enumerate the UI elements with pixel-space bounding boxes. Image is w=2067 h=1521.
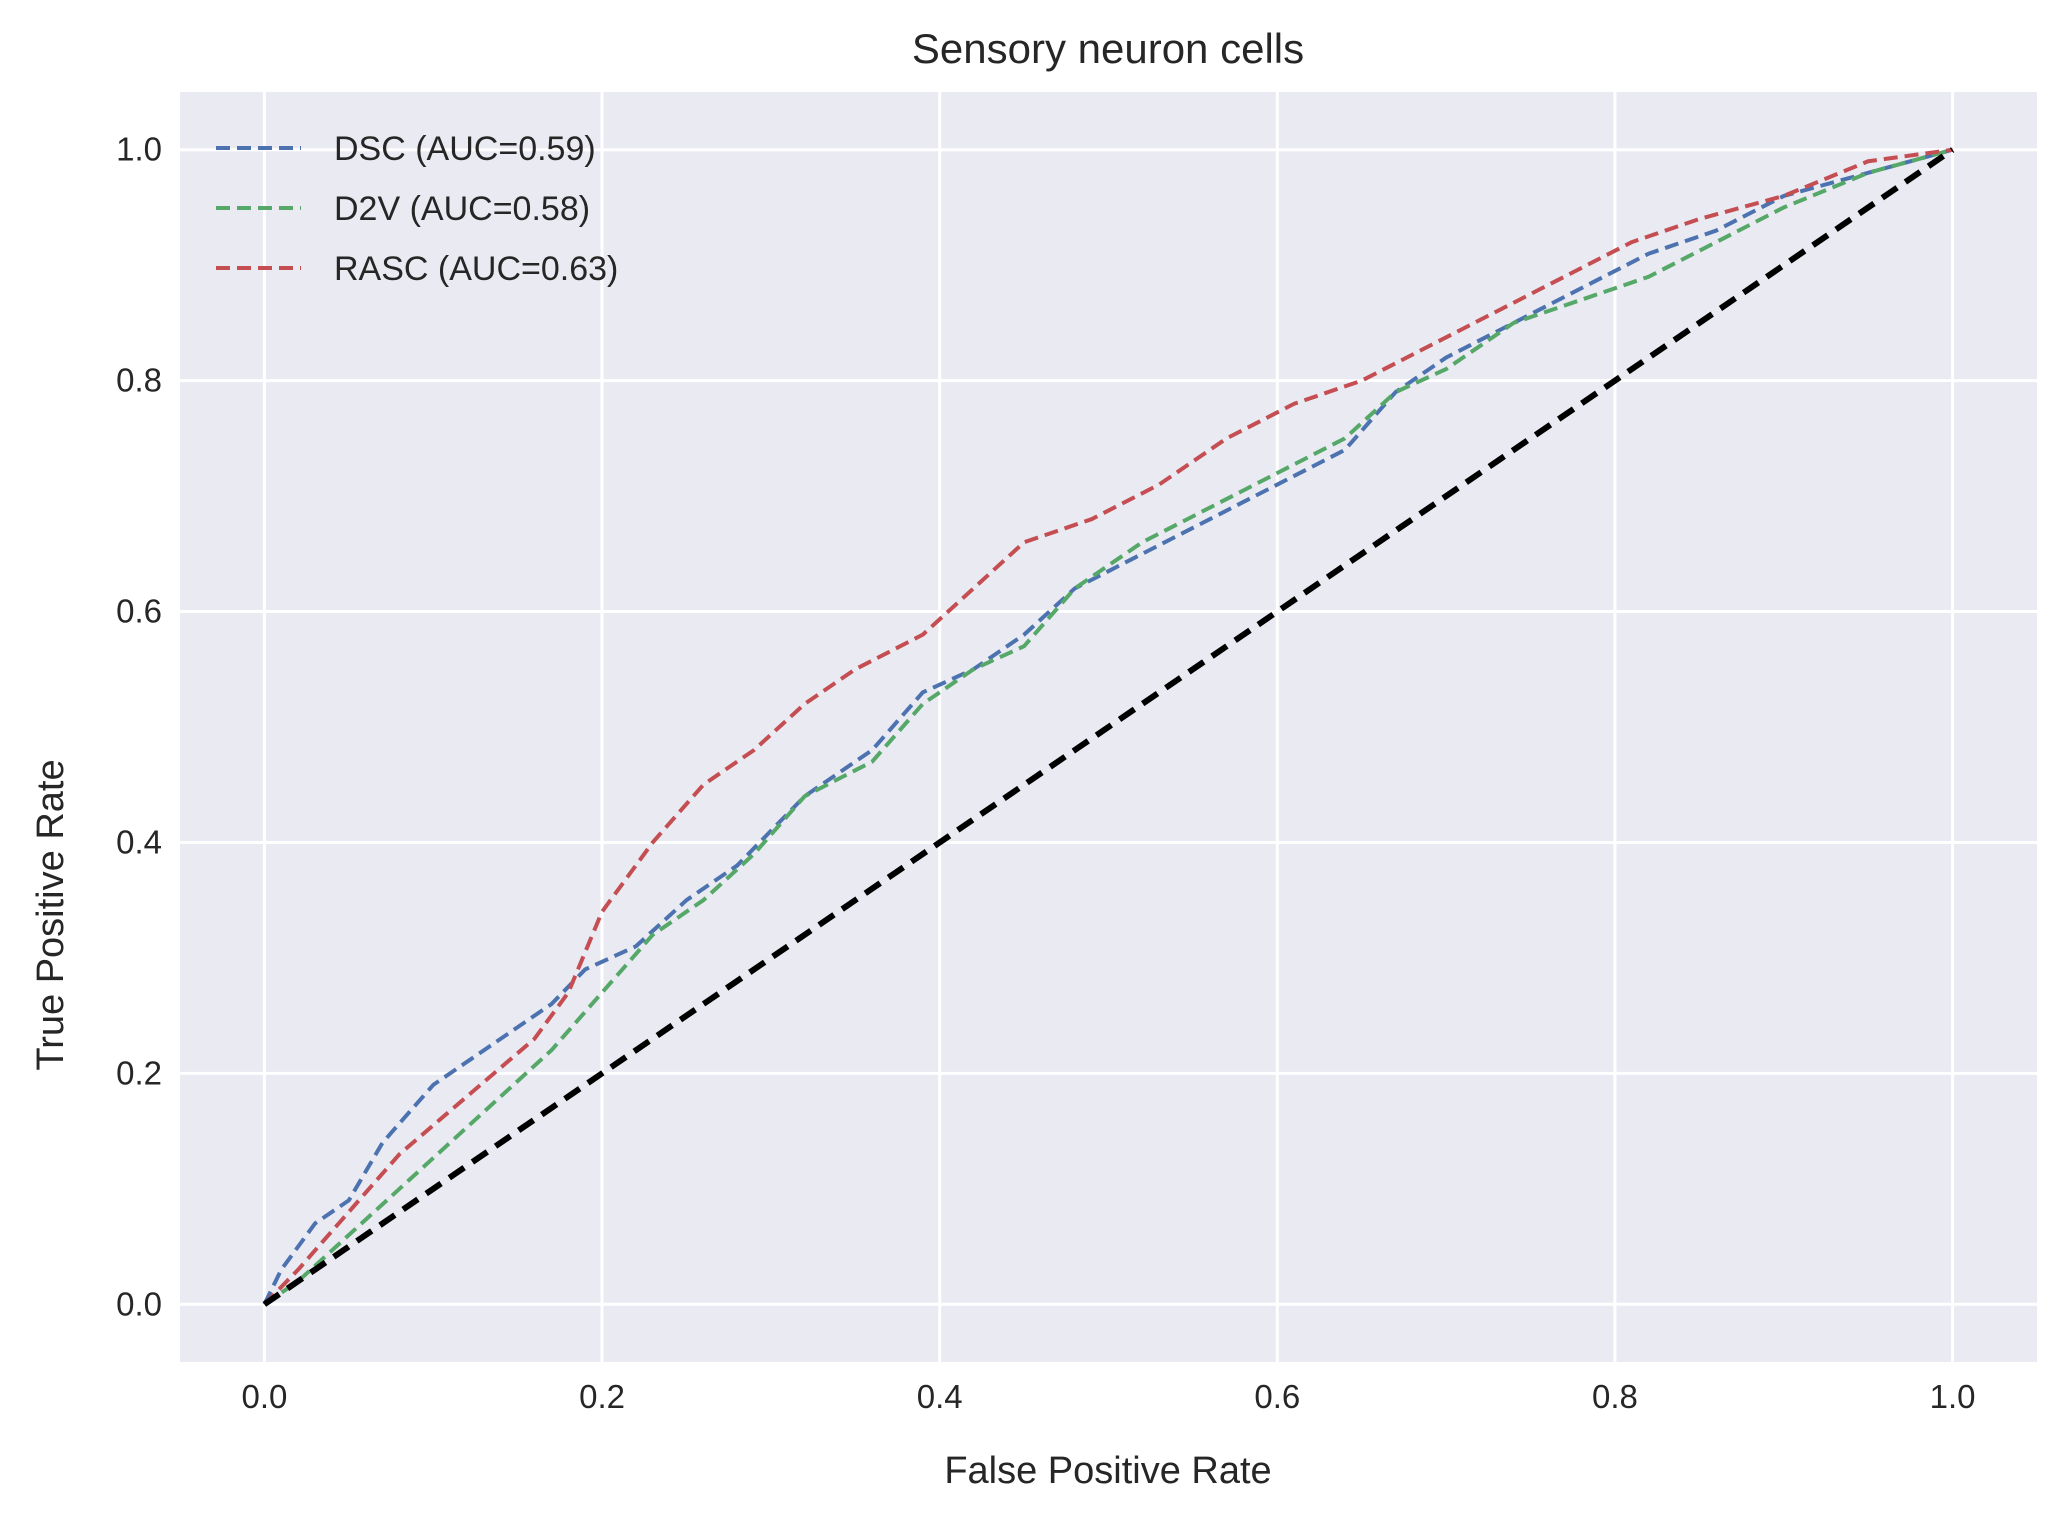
x-tick-label: 0.0 — [241, 1378, 287, 1415]
legend-label-dsc: DSC (AUC=0.59) — [334, 130, 596, 168]
y-tick-label: 0.0 — [116, 1285, 162, 1322]
y-tick-label: 0.6 — [116, 593, 162, 630]
chart-title: Sensory neuron cells — [912, 25, 1304, 72]
axis-ticks: 0.0 0.2 0.4 0.6 0.8 1.0 0.0 0.2 0.4 0.6 0.8 1.0 — [116, 131, 1975, 1415]
series-lines — [262, 147, 1955, 1307]
x-tick-label: 0.2 — [579, 1378, 625, 1415]
x-tick-label: 0.6 — [1254, 1378, 1300, 1415]
y-tick-label: 1.0 — [116, 131, 162, 168]
y-axis-label: True Positive Rate — [30, 759, 72, 1070]
series-line-diagonal — [262, 147, 1955, 1307]
x-tick-label: 0.4 — [917, 1378, 963, 1415]
legend-label-d2v: D2V (AUC=0.58) — [334, 190, 590, 228]
y-tick-label: 0.4 — [116, 823, 162, 860]
y-tick-label: 0.8 — [116, 362, 162, 399]
x-tick-label: 0.8 — [1592, 1378, 1638, 1415]
legend-label-rasc: RASC (AUC=0.63) — [334, 250, 618, 288]
x-tick-label: 1.0 — [1930, 1378, 1976, 1415]
series-line-d2v — [263, 147, 1954, 1306]
y-tick-label: 0.2 — [116, 1054, 162, 1091]
grid-lines — [180, 92, 2037, 1362]
x-axis-label: False Positive Rate — [944, 1450, 1271, 1492]
legend: DSC (AUC=0.59) D2V (AUC=0.58) RASC (AUC=… — [216, 130, 618, 288]
